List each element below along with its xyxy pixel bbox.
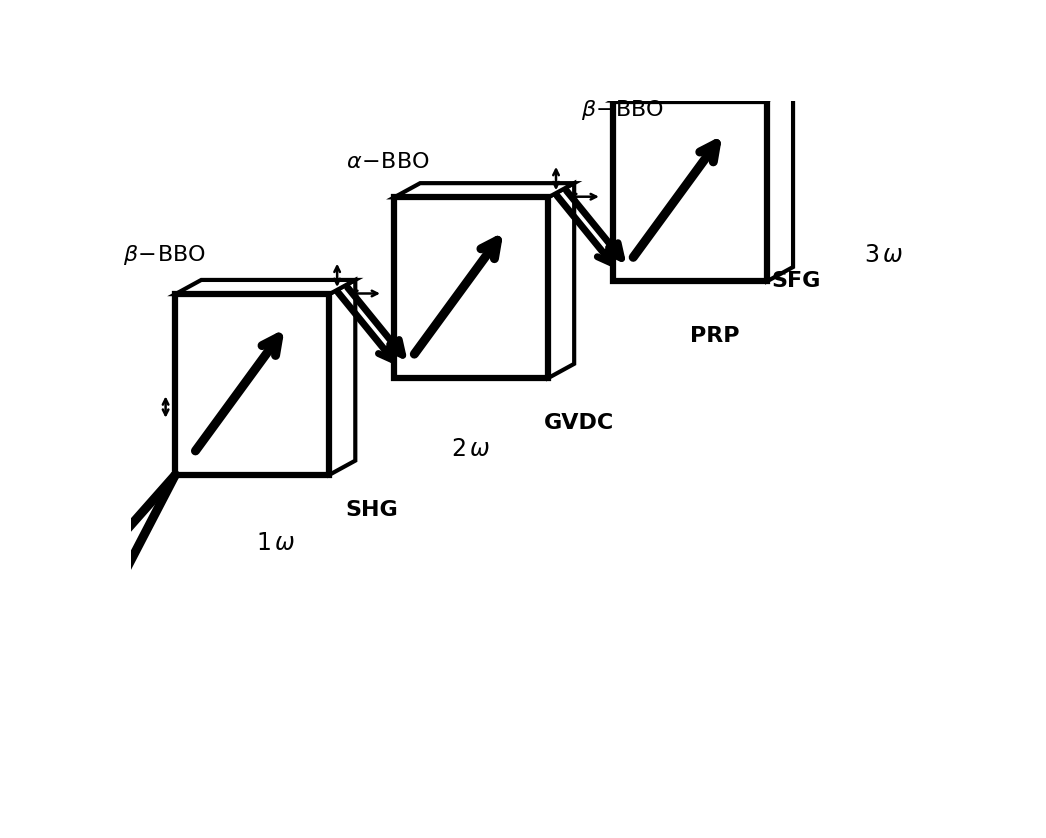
Text: $\alpha\!-\!\mathrm{BBO}$: $\alpha\!-\!\mathrm{BBO}$ [345,152,429,172]
Polygon shape [767,86,793,282]
Text: $1\,\omega$: $1\,\omega$ [256,530,296,555]
Text: PRP: PRP [690,326,740,346]
Polygon shape [394,184,574,198]
Text: $2\,\omega$: $2\,\omega$ [451,437,491,461]
Text: SHG: SHG [345,500,399,520]
Text: GVDC: GVDC [544,413,614,433]
Polygon shape [548,184,574,378]
Bar [176,294,329,475]
Text: SFG: SFG [771,272,820,292]
Bar [394,198,548,378]
Polygon shape [613,86,793,101]
Polygon shape [329,280,356,475]
Polygon shape [176,280,356,294]
Text: $\beta\!-\!\mathrm{BBO}$: $\beta\!-\!\mathrm{BBO}$ [581,98,664,122]
Text: $\beta\!-\!\mathrm{BBO}$: $\beta\!-\!\mathrm{BBO}$ [122,243,206,267]
Bar [613,101,767,282]
Text: $3\,\omega$: $3\,\omega$ [864,243,904,267]
